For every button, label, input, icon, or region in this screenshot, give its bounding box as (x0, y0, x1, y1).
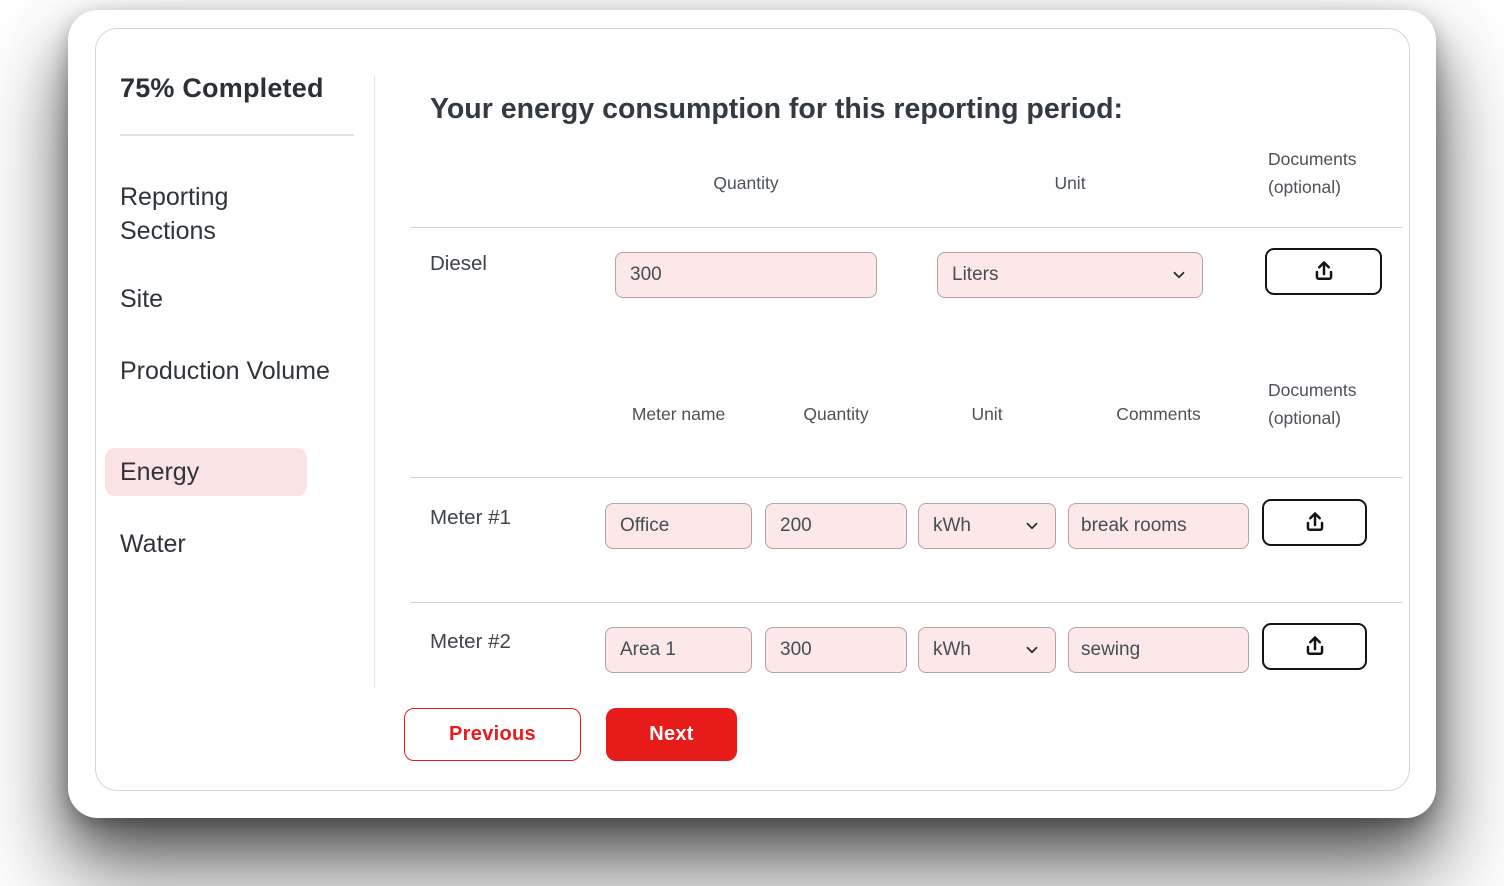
diesel-unit-select[interactable]: Liters (937, 252, 1203, 298)
meter1-quantity-input[interactable] (765, 503, 907, 549)
sidebar-item-energy[interactable]: Energy (105, 448, 307, 496)
diesel-quantity-input[interactable] (615, 252, 877, 298)
upload-icon (1315, 260, 1332, 280)
meter-row-label-2: Meter #2 (430, 630, 511, 653)
meter2-unit-value: kWh (933, 639, 971, 660)
meter-header-documents-line1: Documents (1268, 380, 1357, 400)
chevron-down-icon (1026, 522, 1038, 530)
diesel-unit-value: Liters (952, 264, 999, 285)
fuel-table-divider (410, 227, 1402, 228)
meter1-name-input[interactable] (605, 503, 752, 549)
sidebar-item-site[interactable]: Site (120, 285, 164, 313)
fuel-header-unit: Unit (1054, 173, 1086, 193)
meter2-unit-select[interactable]: kWh (918, 627, 1056, 673)
fuel-header-quantity: Quantity (713, 173, 779, 193)
fuel-row-label-diesel: Diesel (430, 252, 487, 275)
meter-header-quantity: Quantity (803, 404, 869, 424)
sidebar-item-production-volume[interactable]: Production Volume (120, 357, 330, 385)
sidebar-item-energy-label: Energy (120, 458, 200, 486)
meter-header-documents: Documents (optional) (1268, 376, 1357, 432)
meter-header-unit: Unit (971, 404, 1003, 424)
meter2-quantity-input[interactable] (765, 627, 907, 673)
meter-header-name: Meter name (631, 404, 726, 424)
fuel-header-documents: Documents (optional) (1268, 145, 1357, 201)
progress-divider (120, 134, 354, 136)
upload-icon (1306, 511, 1323, 531)
meter1-comments-input[interactable] (1068, 503, 1249, 549)
meter-table-divider-2 (410, 602, 1402, 603)
sidebar-item-water[interactable]: Water (120, 530, 186, 558)
meter1-unit-value: kWh (933, 515, 971, 536)
upload-icon (1306, 635, 1323, 655)
sidebar-item-reporting-sections[interactable]: Reporting Sections (120, 183, 229, 245)
meter-header-documents-line2: (optional) (1268, 408, 1341, 428)
fuel-header-documents-line1: Documents (1268, 149, 1357, 169)
meter2-name-input[interactable] (605, 627, 752, 673)
meter-row-label-1: Meter #1 (430, 506, 511, 529)
next-button[interactable]: Next (606, 708, 737, 761)
page-title: Your energy consumption for this reporti… (430, 93, 1123, 125)
sidebar-vertical-divider (374, 76, 375, 688)
diesel-upload-button[interactable] (1265, 248, 1382, 295)
fuel-header-documents-line2: (optional) (1268, 177, 1341, 197)
progress-label: 75% Completed (120, 73, 324, 103)
meter1-upload-button[interactable] (1262, 499, 1367, 546)
meter-header-comments: Comments (1116, 404, 1201, 424)
chevron-down-icon (1026, 646, 1038, 654)
meter2-comments-input[interactable] (1068, 627, 1249, 673)
previous-button[interactable]: Previous (404, 708, 581, 761)
form-card: 75% Completed Reporting Sections Site Pr… (68, 10, 1436, 818)
meter1-unit-select[interactable]: kWh (918, 503, 1056, 549)
meter-table-divider-1 (410, 477, 1402, 478)
chevron-down-icon (1173, 271, 1185, 279)
meter2-upload-button[interactable] (1262, 623, 1367, 670)
